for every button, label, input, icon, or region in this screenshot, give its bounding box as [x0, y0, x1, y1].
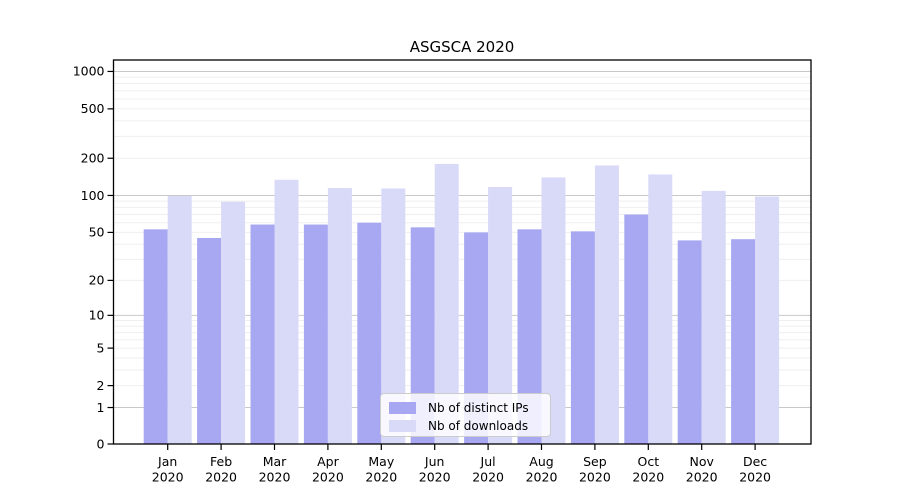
y-tick-label: 1 — [97, 400, 105, 415]
legend-label-downloads: Nb of downloads — [428, 418, 529, 433]
bar-downloads-feb — [221, 201, 246, 444]
x-tick-label-month: Jul — [480, 454, 496, 469]
bar-downloads-nov — [701, 190, 726, 444]
x-tick-label-month: Apr — [317, 454, 339, 469]
x-tick-label-year: 2020 — [739, 470, 771, 485]
y-tick-label: 50 — [89, 225, 105, 240]
bar-distinct-ips-may — [357, 222, 382, 444]
x-tick-label-month: Sep — [583, 454, 607, 469]
y-tick-label: 5 — [97, 340, 105, 355]
y-tick-label: 100 — [81, 188, 105, 203]
x-tick-label-month: Mar — [263, 454, 287, 469]
bar-downloads-apr — [327, 187, 352, 444]
x-tick-label-month: May — [368, 454, 394, 469]
x-tick-label-year: 2020 — [419, 470, 451, 485]
y-tick-label: 500 — [81, 101, 105, 116]
bar-downloads-jul — [488, 187, 513, 444]
x-tick-label-year: 2020 — [472, 470, 504, 485]
x-tick-label-year: 2020 — [205, 470, 237, 485]
y-tick-label: 20 — [89, 273, 105, 288]
y-tick-label: 200 — [81, 151, 105, 166]
bar-distinct-ips-nov — [677, 240, 702, 444]
bar-downloads-mar — [274, 179, 299, 445]
x-tick-label-month: Aug — [529, 454, 553, 469]
bar-distinct-ips-feb — [197, 237, 222, 444]
axes-frame — [112, 59, 812, 445]
x-tick-label-month: Nov — [689, 454, 714, 469]
y-tick-label: 10 — [89, 308, 105, 323]
x-tick-label-month: Dec — [743, 454, 767, 469]
bar-downloads-dec — [755, 196, 780, 444]
x-tick-label-year: 2020 — [259, 470, 291, 485]
x-tick-label-month: Oct — [637, 454, 659, 469]
bar-distinct-ips-dec — [731, 239, 756, 444]
chart-title: ASGSCA 2020 — [409, 38, 515, 56]
x-tick-label-year: 2020 — [526, 470, 558, 485]
x-tick-label-year: 2020 — [312, 470, 344, 485]
legend-swatch-distinct-ips — [389, 401, 416, 414]
bar-distinct-ips-apr — [303, 224, 328, 444]
x-tick-label-month: Jun — [424, 454, 445, 469]
x-tick-label-year: 2020 — [152, 470, 184, 485]
y-tick-label: 2 — [97, 378, 105, 393]
x-tick-label-month: Jan — [157, 454, 177, 469]
bar-downloads-sep — [594, 165, 619, 445]
legend-item: Nb of distinct IPs — [387, 399, 544, 416]
x-tick-label-month: Feb — [210, 454, 232, 469]
legend-item: Nb of downloads — [387, 417, 544, 434]
x-tick-label-year: 2020 — [632, 470, 664, 485]
legend-label-distinct-ips: Nb of distinct IPs — [428, 400, 529, 415]
bar-distinct-ips-oct — [624, 214, 649, 444]
x-tick-label-year: 2020 — [365, 470, 397, 485]
bar-distinct-ips-sep — [570, 231, 595, 444]
legend: Nb of distinct IPs Nb of downloads — [380, 393, 551, 437]
bar-downloads-oct — [648, 174, 673, 445]
bar-distinct-ips-jan — [143, 229, 168, 444]
y-tick-label: 0 — [97, 436, 105, 451]
x-tick-label-year: 2020 — [686, 470, 718, 485]
legend-swatch-downloads — [389, 419, 416, 432]
bar-distinct-ips-mar — [250, 224, 275, 444]
x-tick-label-year: 2020 — [579, 470, 611, 485]
y-tick-label: 1000 — [73, 64, 105, 79]
bar-downloads-jan — [167, 196, 192, 444]
